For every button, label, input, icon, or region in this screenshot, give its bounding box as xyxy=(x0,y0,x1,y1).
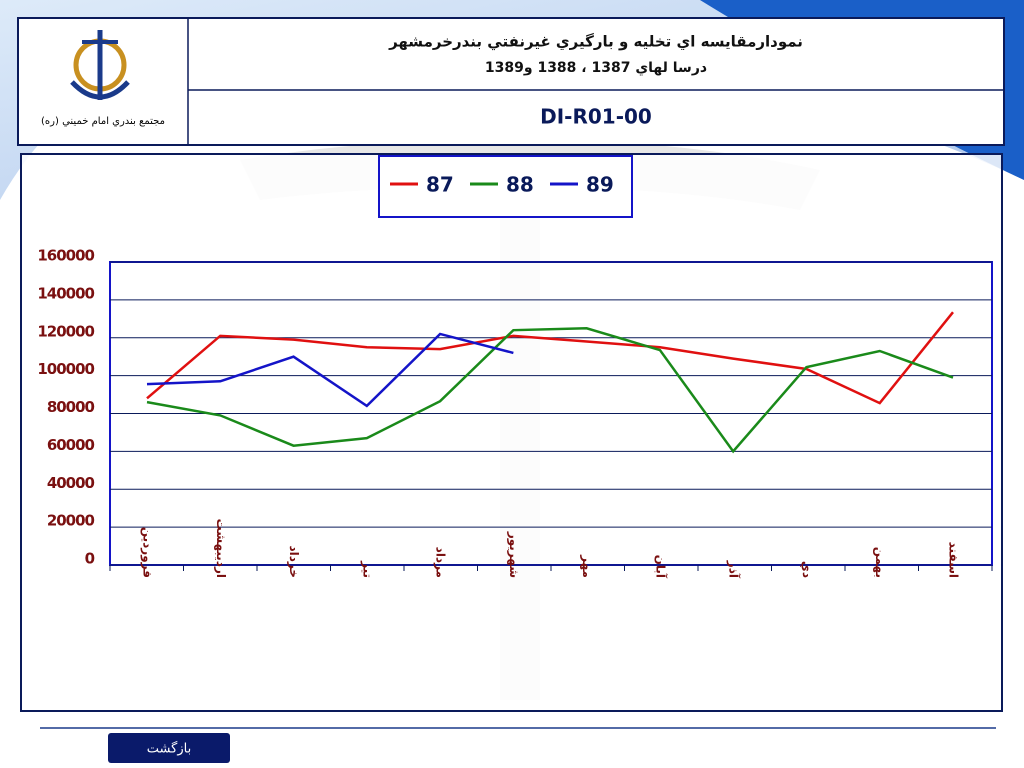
x-tick-label: آبان xyxy=(653,555,668,579)
y-tick-label: 140000 xyxy=(37,284,94,302)
header-box xyxy=(17,17,1005,146)
x-tick-label: مهر xyxy=(580,554,594,578)
x-tick-label: مرداد xyxy=(434,547,448,578)
y-tick-label: 100000 xyxy=(37,360,94,378)
legend-label: 88 xyxy=(506,173,534,197)
x-tick-label: اسفند xyxy=(947,542,961,578)
logo xyxy=(70,30,130,100)
legend-label: 87 xyxy=(426,173,454,197)
header-subtitle: درسا لهاي 1387 ، 1388 و1389 xyxy=(485,60,707,77)
x-tick-label: فروردين xyxy=(140,527,155,578)
y-tick-label: 160000 xyxy=(37,247,94,265)
x-tick-label: خرداد xyxy=(287,545,301,578)
chart-box xyxy=(20,153,1003,712)
back-button-label[interactable]: بازگشت xyxy=(147,741,191,757)
legend-label: 89 xyxy=(586,173,614,197)
y-tick-label: 80000 xyxy=(47,398,95,416)
logo-caption: مجتمع بندري امام خميني (ره) xyxy=(41,116,165,127)
line-series xyxy=(146,332,514,408)
header-title: نمودارمقايسه اي تخليه و بارگيري غيرنفتي … xyxy=(388,33,803,52)
x-tick-label: تير xyxy=(360,560,374,578)
y-tick-label: 60000 xyxy=(47,436,95,454)
back-button[interactable] xyxy=(108,733,230,763)
line-series xyxy=(146,327,954,454)
y-tick-label: 40000 xyxy=(47,474,95,492)
y-tick-label: 0 xyxy=(85,550,95,568)
x-tick-label: دي xyxy=(800,561,814,578)
y-tick-label: 120000 xyxy=(37,322,94,340)
x-tick-label: شهريور xyxy=(506,531,521,578)
document-code: DI-R01-00 xyxy=(540,105,652,129)
x-tick-label: ارديبهشت xyxy=(214,519,228,578)
x-tick-label: بهمن xyxy=(873,547,887,578)
line-series xyxy=(146,311,954,405)
y-tick-label: 20000 xyxy=(47,512,95,530)
legend-box xyxy=(378,155,633,218)
x-tick-label: آذر xyxy=(727,560,742,579)
